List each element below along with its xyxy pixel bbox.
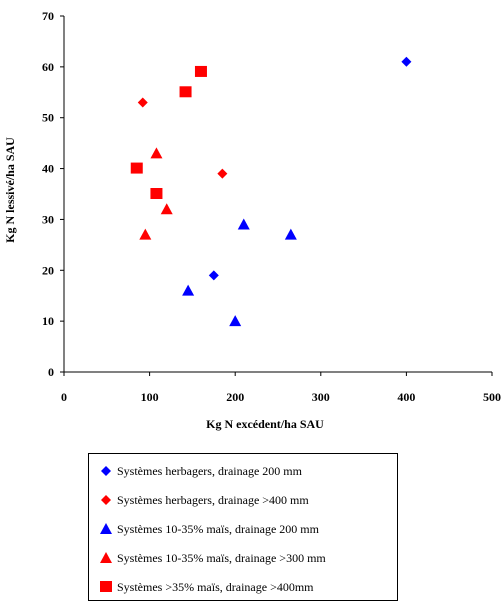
legend-marker — [100, 523, 112, 534]
legend-label: Systèmes 10-35% maïs, drainage 200 mm — [117, 521, 319, 536]
legend-marker — [100, 581, 112, 592]
x-tick-label: 100 — [141, 390, 159, 404]
y-tick-label: 70 — [42, 9, 54, 23]
legend-item: Systèmes herbagers, drainage 200 mm — [99, 462, 302, 480]
legend-marker-shape — [100, 552, 112, 563]
y-tick-label: 20 — [42, 263, 54, 277]
data-point — [160, 203, 173, 215]
legend-item: Systèmes >35% maïs, drainage >400mm — [99, 578, 314, 596]
data-point — [229, 315, 242, 327]
x-axis-title: Kg N excédent/ha SAU — [206, 417, 324, 431]
legend-marker-shape — [100, 523, 112, 534]
y-tick-label: 50 — [42, 111, 54, 125]
y-tick-label: 30 — [42, 212, 54, 226]
data-point — [150, 147, 163, 159]
legend-marker-shape — [100, 581, 112, 592]
legend-label: Systèmes >35% maïs, drainage >400mm — [117, 579, 314, 594]
y-tick-label: 0 — [48, 365, 54, 379]
legend-label: Systèmes herbagers, drainage 200 mm — [117, 463, 302, 478]
legend-item: Systèmes 10-35% maïs, drainage 200 mm — [99, 520, 319, 538]
x-tick-label: 400 — [397, 390, 415, 404]
legend-item: Systèmes 10-35% maïs, drainage >300 mm — [99, 549, 326, 567]
x-tick-label: 500 — [483, 390, 501, 404]
scatter-chart: 0 10 20 30 40 50 60 70 0 100 200 300 400 500 Kg N ex… — [3, 9, 501, 431]
legend-item: Systèmes herbagers, drainage >400 mm — [99, 491, 309, 509]
legend-marker-shape — [101, 466, 111, 476]
data-point — [284, 228, 297, 240]
data-point — [130, 162, 143, 174]
legend-marker — [100, 552, 112, 563]
chart-legend: Systèmes herbagers, drainage 200 mm Systè… — [88, 453, 398, 601]
y-tick-label: 60 — [42, 60, 54, 74]
data-point — [139, 228, 152, 240]
y-tick-label: 40 — [42, 162, 54, 176]
data-point — [179, 86, 192, 98]
data-point — [401, 56, 412, 67]
data-point — [150, 188, 163, 199]
legend-marker — [101, 495, 111, 505]
x-tick-label: 200 — [226, 390, 244, 404]
x-tick-label: 300 — [312, 390, 330, 404]
legend-marker — [101, 466, 111, 476]
y-axis: 0 10 20 30 40 50 60 70 — [42, 9, 65, 379]
legend-label: Systèmes herbagers, drainage >400 mm — [117, 492, 309, 507]
x-tick-label: 0 — [61, 390, 67, 404]
data-point — [194, 65, 207, 77]
y-axis-title: Kg N lessivé/ha SAU — [3, 137, 17, 243]
data-point — [182, 284, 195, 296]
x-axis: 0 100 200 300 400 500 — [61, 371, 501, 404]
data-point — [237, 218, 250, 230]
y-tick-label: 10 — [42, 314, 54, 328]
data-point — [208, 270, 219, 281]
data-points — [130, 56, 412, 327]
data-point — [217, 168, 228, 179]
data-point — [137, 97, 148, 108]
legend-marker-shape — [101, 495, 111, 505]
legend-label: Systèmes 10-35% maïs, drainage >300 mm — [117, 550, 326, 565]
